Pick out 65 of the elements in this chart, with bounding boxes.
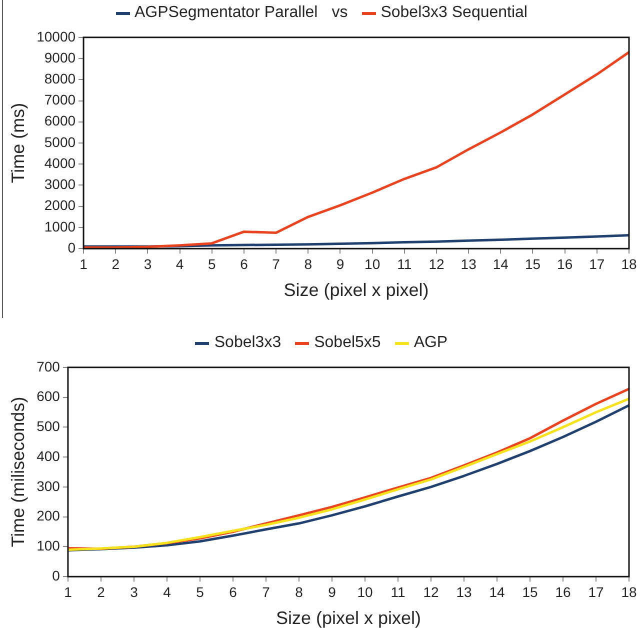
x-tick-label: 8: [304, 256, 312, 272]
x-tick-label: 2: [112, 256, 120, 272]
legend-label: Sobel3x3 Sequential: [380, 4, 528, 22]
x-tick-label: 2: [97, 584, 106, 600]
x-tick-label: 4: [176, 256, 184, 272]
x-tick-label: 3: [130, 584, 138, 600]
x-tick-label: 8: [295, 584, 304, 600]
y-tick-label: 5000: [44, 134, 76, 150]
x-tick-label: 17: [589, 256, 605, 272]
y-tick-label: 600: [36, 388, 60, 404]
legend-label: Sobel5x5: [314, 334, 381, 352]
x-tick-label: 3: [144, 256, 152, 272]
y-tick-label: 700: [36, 358, 60, 374]
y-tick-label: 300: [36, 478, 60, 494]
x-tick-label: 16: [555, 584, 571, 600]
x-tick-label: 18: [621, 584, 637, 600]
x-tick-label: 9: [328, 584, 336, 600]
x-tick-label: 9: [336, 256, 344, 272]
x-axis-title: Size (pixel x pixel): [276, 608, 422, 628]
y-axis-title: Time (miliseconds): [8, 396, 28, 548]
legend-label: AGPSegmentator Parallel: [134, 4, 318, 22]
x-tick-label: 10: [364, 256, 380, 272]
x-tick-label: 7: [262, 584, 270, 600]
y-tick-label: 400: [36, 448, 60, 464]
y-tick-label: 0: [52, 567, 60, 584]
x-tick-label: 10: [357, 584, 373, 600]
x-tick-label: 17: [588, 584, 604, 600]
x-tick-label: 12: [428, 256, 444, 272]
x-tick-label: 15: [522, 584, 538, 600]
text: vs: [332, 4, 348, 22]
x-tick-label: 6: [240, 256, 248, 272]
x-axis-title: Size (pixel x pixel): [284, 280, 429, 300]
y-axis-title: Time (ms): [8, 102, 28, 184]
x-tick-label: 6: [229, 584, 238, 600]
y-tick-label: 6000: [44, 112, 76, 129]
x-tick-label: 7: [272, 256, 280, 272]
y-tick-label: 1000: [44, 218, 76, 234]
legend-label: AGP: [414, 334, 448, 352]
y-tick-label: 8000: [44, 70, 76, 86]
y-tick-label: 200: [36, 508, 60, 524]
y-tick-label: 3000: [44, 176, 76, 192]
x-tick-label: 11: [397, 256, 412, 272]
x-tick-label: 13: [456, 584, 472, 600]
y-tick-label: 4000: [44, 154, 76, 171]
x-tick-label: 12: [423, 584, 439, 600]
y-tick-label: 0: [68, 239, 76, 256]
x-tick-label: 13: [460, 256, 477, 272]
x-tick-label: 5: [196, 584, 204, 600]
legend-label: Sobel3x3: [214, 334, 282, 352]
x-tick-label: 11: [390, 584, 406, 600]
y-tick-label: 10000: [36, 28, 76, 44]
y-tick-label: 9000: [44, 49, 76, 66]
y-tick-label: 7000: [44, 92, 76, 108]
x-tick-label: 14: [492, 256, 509, 272]
x-tick-label: 14: [489, 584, 505, 600]
x-tick-label: 4: [163, 584, 172, 600]
x-tick-label: 18: [621, 256, 637, 272]
x-tick-label: 1: [64, 584, 72, 600]
x-tick-label: 5: [208, 256, 216, 272]
x-tick-label: 16: [557, 256, 573, 272]
y-tick-label: 100: [36, 538, 60, 554]
y-tick-label: 500: [36, 418, 60, 434]
x-tick-label: 1: [80, 256, 88, 272]
x-tick-label: 15: [524, 256, 541, 272]
y-tick-label: 2000: [44, 197, 76, 214]
